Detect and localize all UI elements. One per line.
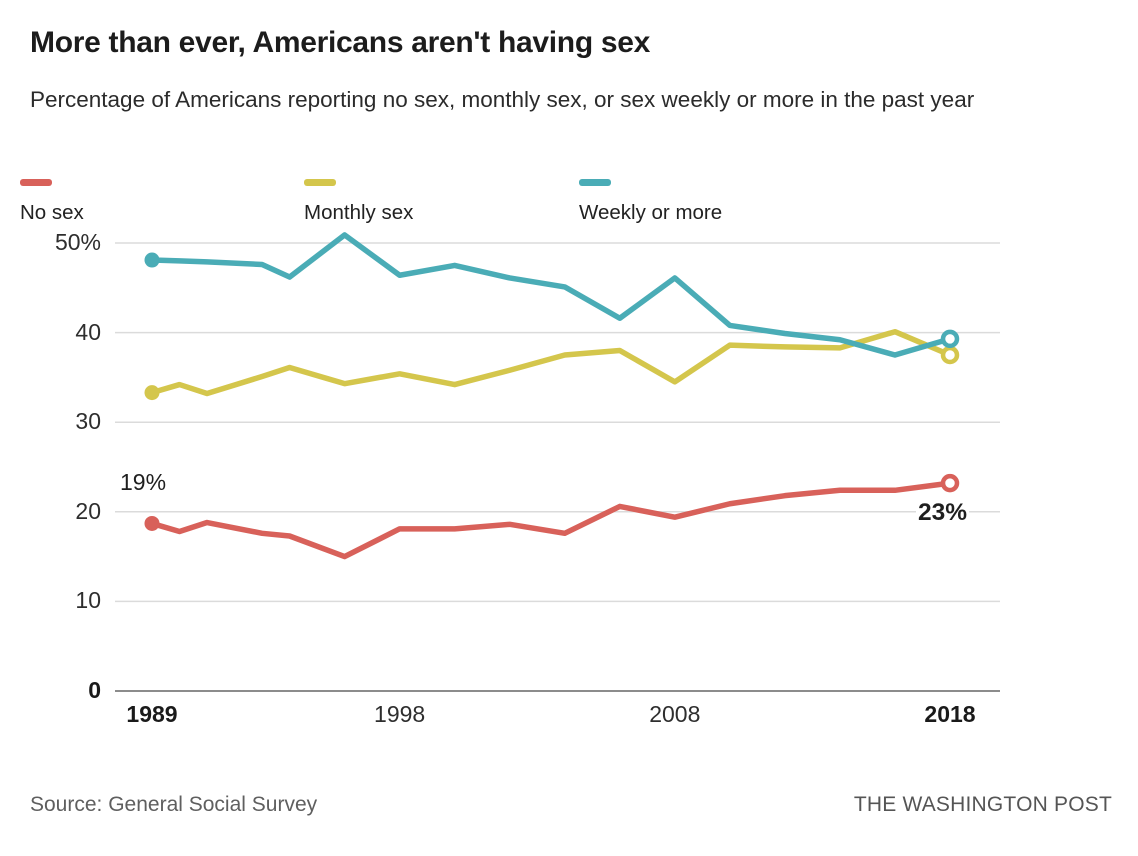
legend-swatch-icon [579,179,611,186]
source-note: Source: General Social Survey [30,793,318,816]
annotation-start-value: 19% [118,469,169,496]
annotation-end-value: 23% [916,499,970,527]
legend-label: Weekly or more [579,201,723,224]
chart-title: More than ever, Americans aren't having … [30,26,651,59]
legend-label: Monthly sex [304,201,414,224]
y-axis-tick-label: 10 [75,587,101,614]
legend-item-weekly-or-more: Weekly or more [579,179,722,225]
series-end-ring [940,329,960,349]
x-axis-tick-label: 1989 [126,701,178,727]
series-line-monthly-sex [149,328,953,397]
legend-label: No sex [20,201,84,224]
series-start-dot [144,385,160,401]
series-end-ring [940,473,960,493]
series-end-ring [940,345,960,365]
y-axis-tick-label: 40 [75,318,101,345]
x-axis-tick-label: 2008 [649,701,701,727]
series-start-dot [144,515,160,531]
series-line-weekly-or-more [149,232,953,358]
legend-item-monthly-sex: Monthly sex [304,179,413,225]
publisher-credit: THE WASHINGTON POST [853,793,1112,816]
series-line-no-sex [149,480,953,560]
x-axis-tick-label: 1998 [374,701,426,727]
y-axis-tick-label: 0 [88,677,101,703]
legend-swatch-icon [20,179,52,186]
y-axis-tick-label: 50% [54,229,101,255]
legend-swatch-icon [304,179,336,186]
y-axis-tick-label: 20 [75,497,101,524]
x-axis-tick-label: 2018 [924,701,976,727]
y-axis-tick-label: 30 [75,408,101,435]
series-start-dot [144,252,160,268]
legend-item-no-sex: No sex [20,179,84,225]
chart-subtitle: Percentage of Americans reporting no sex… [30,87,975,112]
